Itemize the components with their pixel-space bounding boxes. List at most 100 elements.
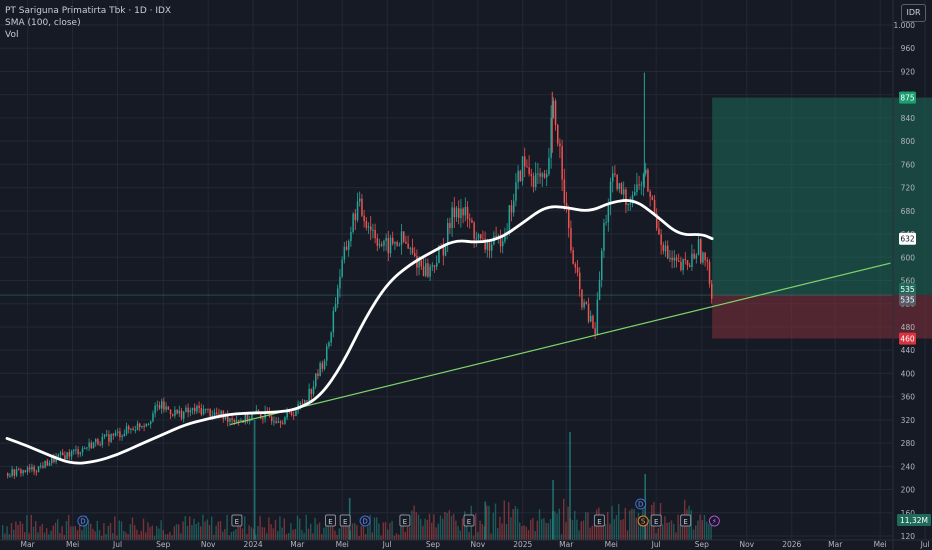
volume-bar <box>17 525 19 540</box>
volume-bar <box>281 527 283 540</box>
candle <box>121 436 123 438</box>
candle <box>409 247 412 249</box>
volume-bar <box>585 512 587 540</box>
y-tick-label: 320 <box>901 416 916 425</box>
candle <box>407 243 409 249</box>
candle <box>59 452 62 455</box>
candle <box>66 452 68 460</box>
volume-bar <box>255 534 257 540</box>
volume-bar <box>213 534 215 540</box>
y-tick-label: 160 <box>901 509 916 518</box>
earnings-marker <box>339 514 351 527</box>
candle <box>400 231 403 245</box>
earnings-marker-label: E <box>683 518 687 526</box>
volume-bar <box>576 519 578 540</box>
candle <box>209 409 211 417</box>
candle <box>326 346 328 361</box>
volume-bar <box>15 521 17 540</box>
entry-price-label-bg <box>899 283 916 296</box>
volume-bar <box>400 516 402 540</box>
volume-bar <box>343 524 345 540</box>
volume-bar <box>428 513 431 540</box>
volume-bar <box>582 520 585 540</box>
candle <box>295 410 297 417</box>
volume-bar <box>48 534 50 540</box>
candle <box>341 259 343 277</box>
candle <box>579 272 581 290</box>
candle <box>108 434 110 442</box>
volume-bar <box>523 525 525 540</box>
candle <box>631 195 634 204</box>
candle <box>651 196 654 200</box>
candle <box>207 408 209 410</box>
volume-bar <box>442 518 444 540</box>
candle <box>301 402 304 404</box>
candle <box>535 173 537 187</box>
candle <box>123 433 126 437</box>
candle <box>77 449 79 455</box>
currency-button[interactable]: IDR <box>901 4 926 22</box>
volume-bar <box>450 515 453 540</box>
volume-bar <box>567 506 569 540</box>
volume-bar <box>83 517 85 540</box>
candle <box>658 228 660 235</box>
y-tick-label: 600 <box>901 253 916 262</box>
x-tick-label: Sep <box>426 540 440 549</box>
candle <box>565 202 568 207</box>
candle <box>480 234 482 239</box>
candle <box>374 229 376 239</box>
volume-bar <box>611 506 613 540</box>
event-marker-E: E <box>680 514 692 527</box>
event-marker-E: E <box>339 514 351 527</box>
volume-bar <box>666 522 668 540</box>
earnings-marker <box>399 514 411 527</box>
volume-bar <box>252 528 255 540</box>
volume-bar <box>662 524 664 540</box>
candle <box>431 265 434 267</box>
volume-bar <box>565 522 567 540</box>
event-marker-D: D <box>359 515 371 527</box>
x-tick-label: Sep <box>695 540 709 549</box>
volume-legend[interactable]: Vol <box>5 30 19 40</box>
volume-bar <box>369 514 371 540</box>
candle <box>546 174 548 178</box>
candle <box>477 234 480 239</box>
last-price-label-bg <box>899 293 916 306</box>
volume-bar <box>444 511 446 540</box>
volume-bar <box>182 521 184 540</box>
volume-bar <box>202 514 204 540</box>
candle <box>614 173 616 175</box>
candle <box>488 242 491 251</box>
symbol-title[interactable]: PT Sariguna Primatirta Tbk · 1D · IDX <box>5 6 172 16</box>
volume-bar <box>136 529 138 540</box>
candle <box>24 470 27 472</box>
volume-bar <box>549 519 552 540</box>
candle <box>645 169 647 174</box>
volume-bar <box>362 522 365 540</box>
earnings-marker-label: E <box>597 518 601 526</box>
x-tick-label: Jul <box>651 540 661 549</box>
sma-price-label-bg <box>899 232 916 245</box>
earnings-marker <box>650 514 662 527</box>
sma-legend[interactable]: SMA (100, close) <box>5 18 81 28</box>
volume-bar <box>532 518 534 540</box>
volume-bar <box>706 521 708 540</box>
candle <box>491 244 493 251</box>
volume-bar <box>468 531 470 540</box>
last-price-label: 535 <box>900 296 915 305</box>
volume-bar <box>151 525 153 540</box>
volume-bar <box>180 533 182 540</box>
candle <box>510 205 513 213</box>
candle <box>550 117 552 158</box>
dividend-marker-label: D <box>362 518 367 526</box>
candle <box>405 241 407 244</box>
candle <box>502 241 504 247</box>
volume-bar <box>703 515 706 540</box>
volume-bar <box>272 528 274 540</box>
volume-bar <box>569 432 571 540</box>
candle <box>682 258 684 271</box>
volume-bar <box>679 524 681 540</box>
volume-bar <box>541 519 543 540</box>
candle <box>33 466 35 472</box>
